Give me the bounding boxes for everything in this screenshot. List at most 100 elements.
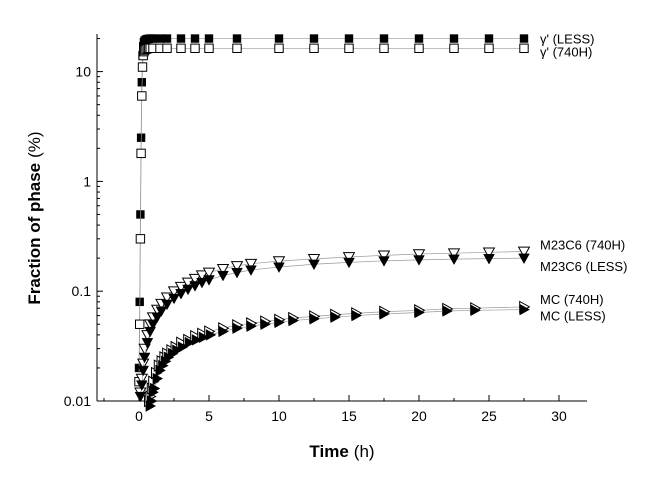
data-point [413,255,425,266]
x-tick-label: 25 [481,408,497,424]
data-point [134,391,147,403]
data-point [309,43,319,53]
data-point [190,34,200,43]
data-point [137,62,148,72]
data-point [204,43,214,53]
data-point [182,284,194,296]
x-tick-label: 10 [271,408,287,424]
data-point [184,336,196,349]
data-point [343,257,355,269]
y-axis-ticks: 0.01 0.1 1 10 [64,38,103,409]
data-point [484,34,494,43]
data-point [232,322,243,335]
series-line [149,309,525,407]
data-point [135,373,149,386]
data-point [288,314,299,327]
data-point [162,34,172,43]
data-point [155,34,165,43]
y-axis-title: Fraction of phase(%) [25,131,44,304]
data-point [176,43,186,53]
data-point [519,34,529,43]
data-point [190,43,200,53]
data-point [330,311,341,324]
x-tick-label: 15 [341,408,357,424]
data-point [246,320,257,333]
data-point [483,254,495,265]
data-point [244,258,258,271]
data-point [519,43,529,53]
series-line [148,306,525,402]
data-point [172,344,183,357]
data-point [231,267,243,279]
data-point [379,43,389,53]
data-point [470,304,481,317]
data-point [161,299,173,311]
data-point [218,325,229,338]
data-point [151,312,164,324]
data-point [205,329,217,341]
y-tick-label: 0.01 [64,393,91,409]
data-point [482,247,496,259]
data-point [449,43,459,53]
y-tick-label: 10 [75,64,91,80]
data-point [198,331,210,344]
data-point [216,263,230,276]
data-point [518,253,530,265]
data-point [309,313,320,325]
series-1 [134,43,529,387]
data-point [177,341,189,353]
data-point [414,34,424,43]
series-3 [134,253,530,403]
x-tick-label: 30 [551,408,567,424]
data-point [168,293,180,305]
data-point [344,34,354,43]
series-label: MC (740H) [540,292,604,307]
data-point [204,34,214,43]
data-point [189,281,201,292]
data-point [447,248,461,260]
x-axis-ticks: 0 5 10 15 20 25 30 [103,395,567,424]
x-axis-title: Time (h) [309,442,374,461]
series-labels: γ' (LESS)γ' (740H) M23C6 (740H) M23C6 (LES… [540,32,627,324]
data-point [152,372,164,385]
data-point [412,249,426,261]
data-point [155,306,168,317]
data-point [517,246,531,258]
data-point [135,319,145,329]
data-point [378,256,390,267]
x-tick-label: 0 [135,408,143,424]
series-label: γ' (LESS) [540,32,595,47]
data-point [273,262,285,273]
data-point [448,254,460,266]
x-tick-label: 20 [411,408,427,424]
data-point [260,318,271,331]
data-point [141,338,154,349]
series-layer [134,34,531,412]
data-point [309,34,319,43]
data-point [308,259,320,271]
data-point [449,34,459,43]
data-point [147,319,159,331]
data-point [137,365,150,377]
data-point [274,316,285,329]
data-point [202,267,216,279]
data-point [307,254,321,266]
data-point [442,305,453,317]
data-point [274,43,284,53]
data-point [203,275,215,286]
data-point [344,43,354,53]
series-label: γ' (740H) [540,44,592,59]
series-line [138,47,524,382]
series-2 [134,246,531,399]
data-point [147,395,158,407]
data-point [377,250,391,262]
plot-area: 0 5 10 15 20 25 30 0.01 0.1 1 10 γ' (LESS)γ' (740… [64,32,628,424]
data-point [137,91,147,101]
data-point [379,34,389,43]
data-point [217,270,229,282]
data-point [196,277,208,289]
data-point [136,148,146,159]
data-point [175,289,187,300]
data-point [274,34,284,43]
